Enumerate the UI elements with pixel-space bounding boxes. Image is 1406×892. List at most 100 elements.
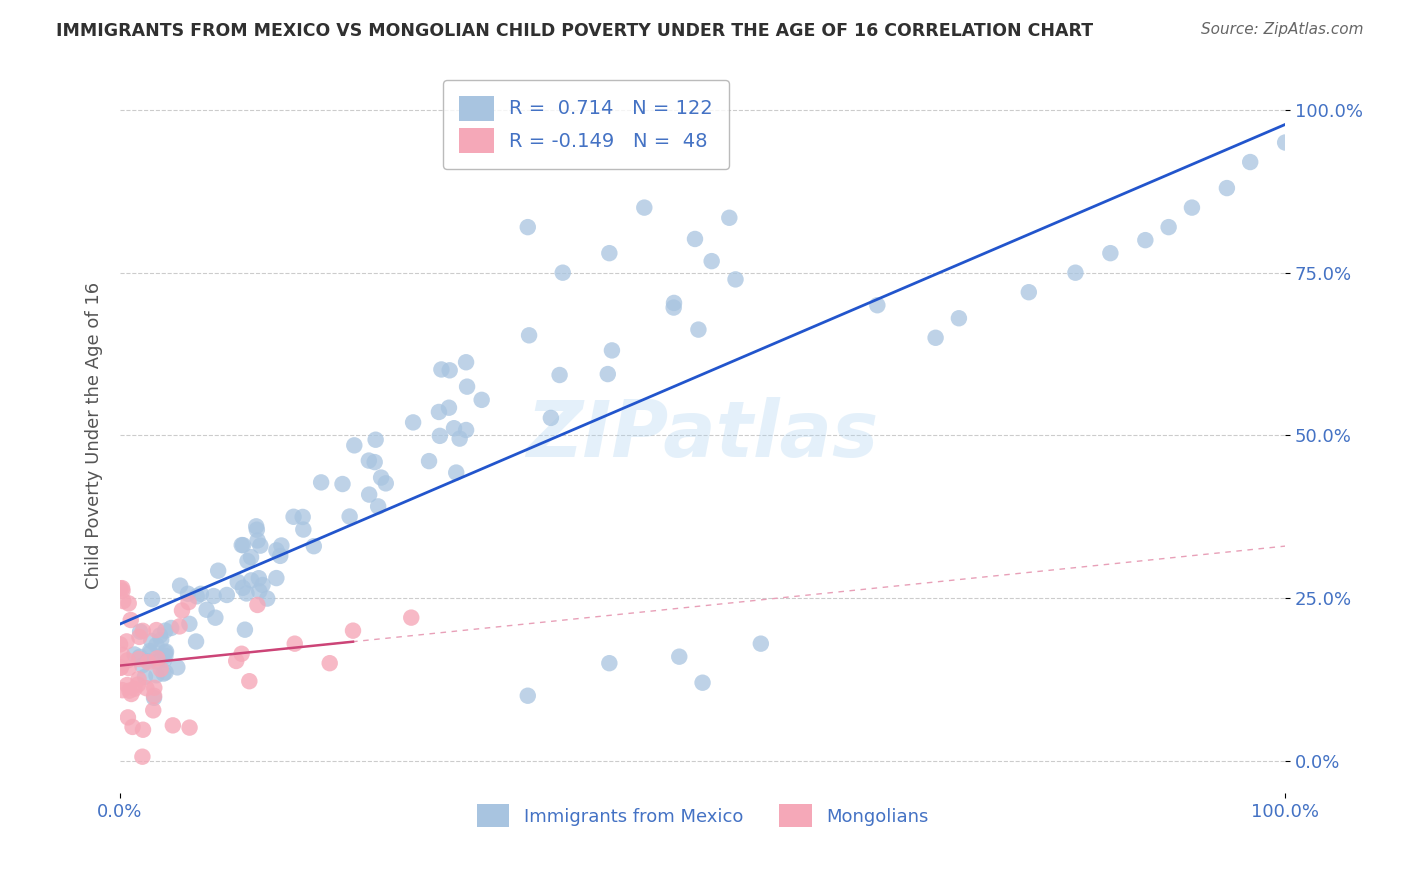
Point [471,392,494,407]
Point [120,613,142,627]
Point [131,749,153,764]
Point [153,653,176,667]
Point [238,674,260,689]
Point [202,589,225,603]
Point [111,581,134,595]
Point [141,634,163,648]
Point [112,594,135,608]
Point [170,603,193,617]
Point [718,211,741,225]
Point [284,637,307,651]
Point [249,539,271,553]
Point [215,588,238,602]
Point [700,254,723,268]
Point [135,681,157,696]
Point [132,624,155,638]
Point [155,665,177,680]
Point [924,331,946,345]
Point [1157,220,1180,235]
Text: IMMIGRANTS FROM MEXICO VS MONGOLIAN CHILD POVERTY UNDER THE AGE OF 16 CORRELATIO: IMMIGRANTS FROM MEXICO VS MONGOLIAN CHIL… [56,22,1094,40]
Point [456,423,478,437]
Text: Source: ZipAtlas.com: Source: ZipAtlas.com [1201,22,1364,37]
Point [236,554,259,568]
Point [668,649,690,664]
Point [184,634,207,648]
Point [516,689,538,703]
Point [418,454,440,468]
Point [342,624,364,638]
Point [1239,155,1261,169]
Point [155,624,177,638]
Point [1064,266,1087,280]
Point [548,368,571,382]
Point [145,623,167,637]
Point [143,690,166,705]
Point [247,571,270,585]
Point [364,433,387,447]
Point [207,564,229,578]
Point [252,578,274,592]
Point [195,603,218,617]
Point [233,623,256,637]
Point [177,595,200,609]
Point [1135,233,1157,247]
Point [540,411,562,425]
Point [186,590,208,604]
Point [401,610,423,624]
Point [269,549,291,563]
Point [150,632,173,647]
Point [245,519,267,533]
Point [117,653,139,667]
Point [683,232,706,246]
Point [231,538,253,552]
Point [1018,285,1040,300]
Point [232,538,254,552]
Point [108,637,131,651]
Point [108,582,131,596]
Point [456,379,478,393]
Point [226,574,249,589]
Point [240,550,263,565]
Point [429,429,451,443]
Point [169,619,191,633]
Point [139,646,162,660]
Point [246,533,269,548]
Point [152,666,174,681]
Point [146,651,169,665]
Point [551,266,574,280]
Point [117,710,139,724]
Point [359,487,381,501]
Point [162,718,184,732]
Point [120,687,142,701]
Point [266,543,288,558]
Point [111,648,134,662]
Point [374,476,396,491]
Point [454,355,477,369]
Point [110,660,132,674]
Point [430,362,453,376]
Point [155,645,177,659]
Point [177,587,200,601]
Point [143,689,166,703]
Point [596,367,619,381]
Point [240,574,263,588]
Point [1274,136,1296,150]
Point [169,579,191,593]
Point [149,628,172,642]
Point [309,475,332,490]
Point [146,655,169,669]
Point [131,658,153,673]
Point [127,677,149,691]
Point [247,584,270,599]
Point [179,616,201,631]
Point [633,201,655,215]
Point [128,649,150,664]
Point [866,298,889,312]
Point [357,453,380,467]
Point [118,596,141,610]
Point [128,630,150,644]
Point [318,656,340,670]
Point [136,655,159,669]
Point [662,301,685,315]
Point [343,438,366,452]
